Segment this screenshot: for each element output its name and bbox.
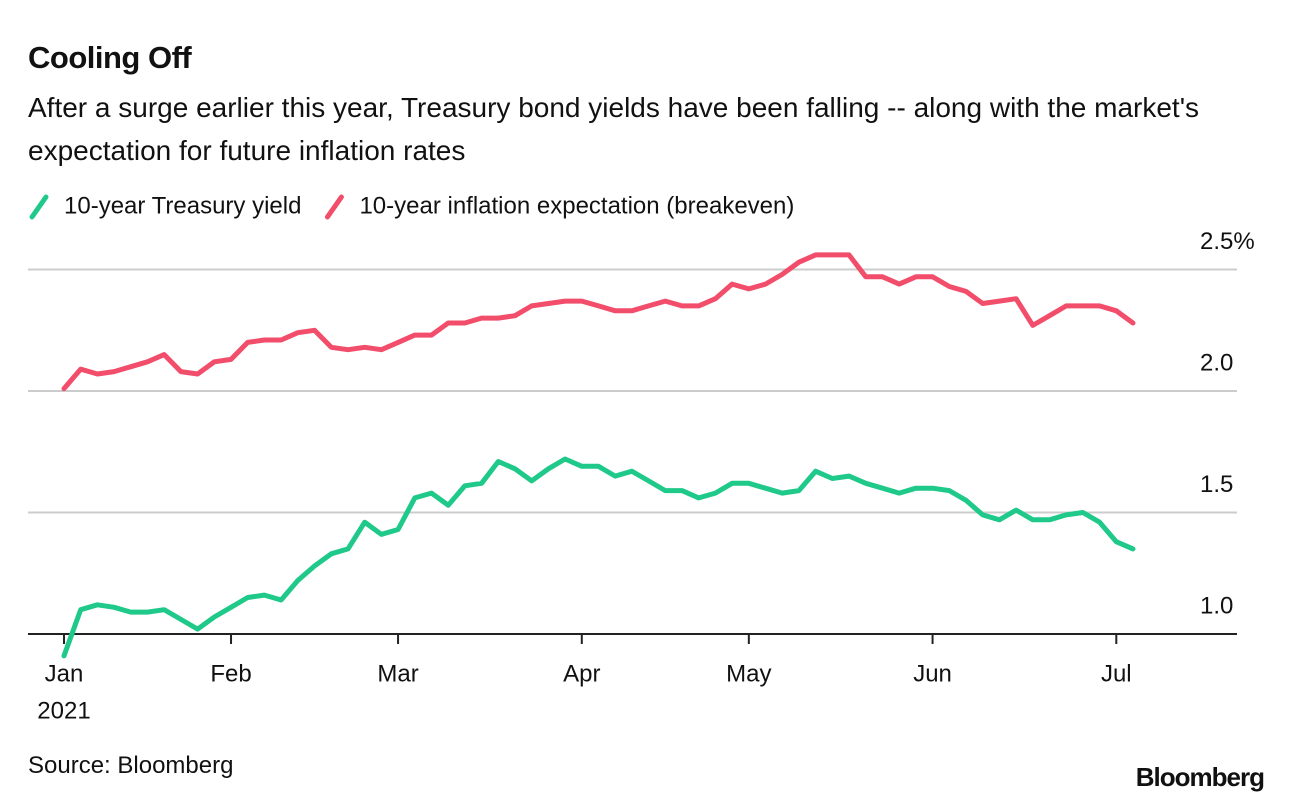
chart-title: Cooling Off <box>28 40 192 75</box>
legend-swatch <box>29 194 49 220</box>
brand-logo: Bloomberg <box>1135 762 1265 792</box>
chart: 1.0 1.5 2.0 2.5% Jan 2021 Feb Mar Apr May Jun Jul 10… <box>28 192 1255 724</box>
x-year-label: 2021 <box>37 697 90 724</box>
x-tick-label: Jul <box>1101 660 1132 687</box>
y-tick-label: 1.5 <box>1200 471 1233 498</box>
x-tick-label: Apr <box>563 660 600 687</box>
x-tick-label: Jun <box>913 660 952 687</box>
legend-label: 10-year Treasury yield <box>64 192 301 219</box>
series-line <box>61 456 1136 659</box>
y-tick-label: 1.0 <box>1200 592 1233 619</box>
legend-swatch <box>324 194 344 220</box>
legend-label: 10-year inflation expectation (breakeven… <box>359 192 794 219</box>
y-tick-label: 2.5% <box>1200 228 1255 255</box>
x-tick-label: Mar <box>377 660 418 687</box>
source: Source: Bloomberg <box>28 752 234 779</box>
y-tick-label: 2.0 <box>1200 349 1233 376</box>
x-tick-label: Feb <box>210 660 251 687</box>
chart-subtitle: After a surge earlier this year, Treasur… <box>28 92 1200 166</box>
x-tick-label: May <box>726 660 771 687</box>
series-line <box>61 252 1136 392</box>
x-tick-label: Jan <box>45 660 84 687</box>
